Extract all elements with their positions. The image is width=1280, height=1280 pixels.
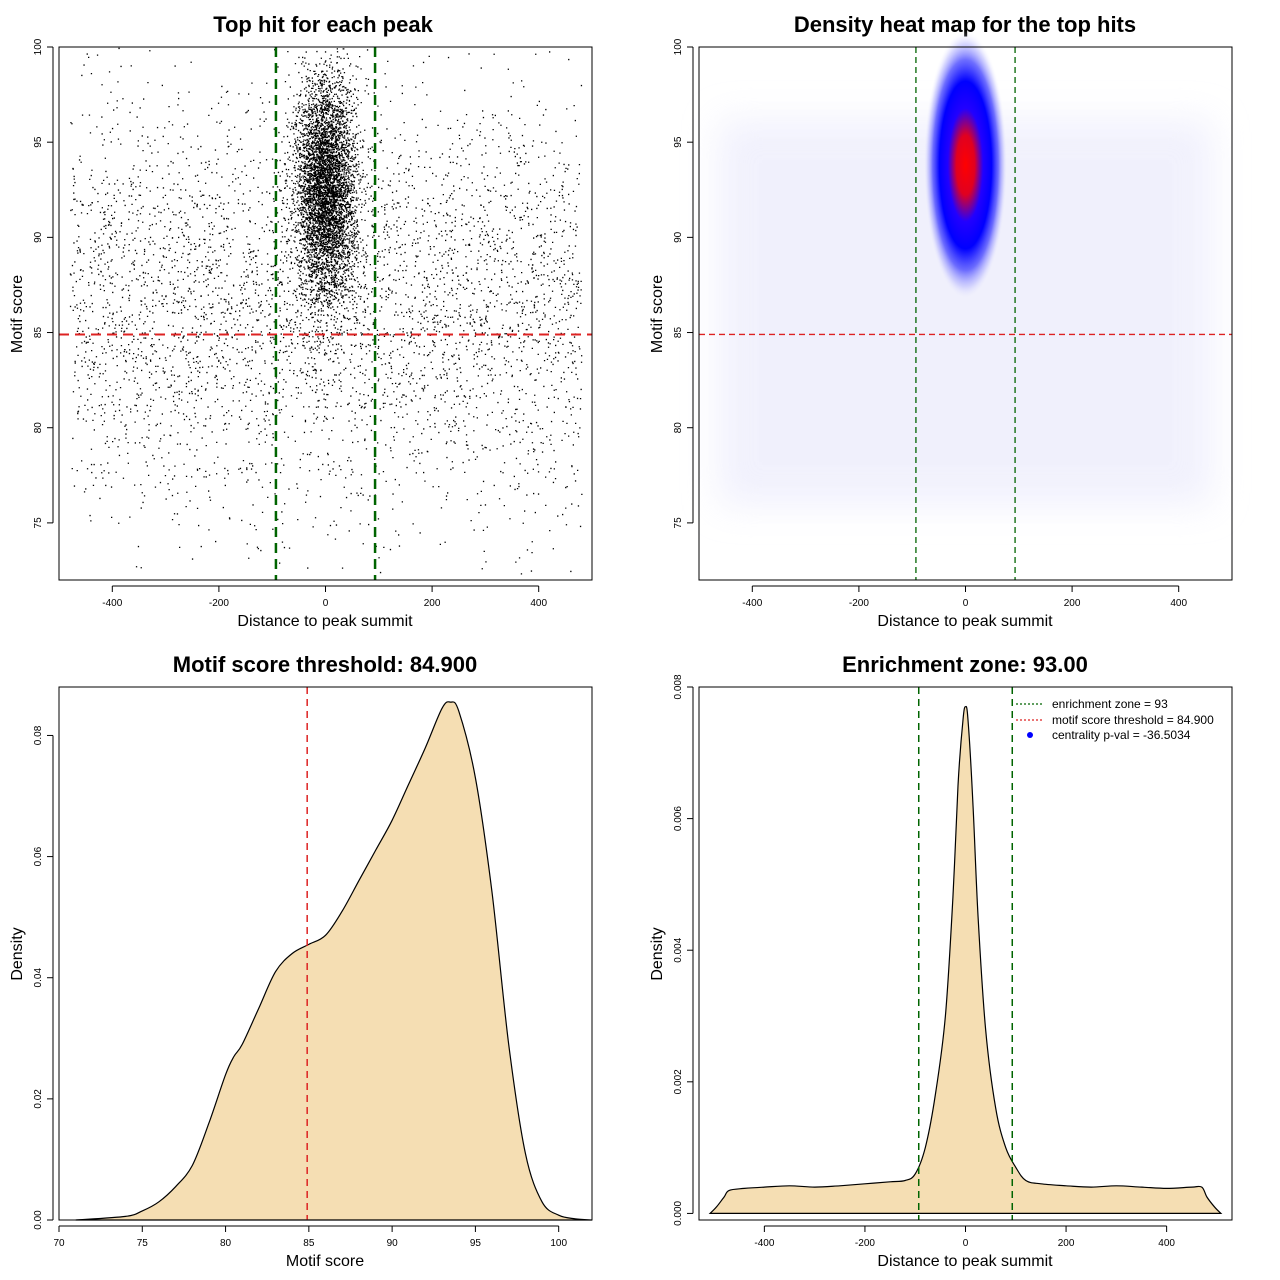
y-tick-label: 90 (33, 231, 44, 243)
score-density-area (75, 701, 593, 1221)
x-tick-label: 100 (550, 1238, 567, 1249)
x-tick-label: -400 (102, 598, 122, 609)
x-tick-label: 70 (53, 1238, 65, 1249)
legend-label-enrichment-zone: enrichment zone = 93 (1052, 697, 1168, 711)
heatmap-plot-area (699, 30, 1232, 580)
y-tick-label: 80 (673, 422, 684, 434)
x-tick-label: -400 (754, 1238, 774, 1249)
score-density-y-axis: 0.00 0.02 0.04 0.06 0.08 (33, 725, 54, 1230)
heatmap-hot-spot (923, 30, 1008, 301)
y-tick-label: 0.008 (673, 674, 684, 699)
x-tick-label: 0 (323, 598, 329, 609)
x-tick-label: 0 (963, 1238, 969, 1249)
score-density-title: Motif score threshold: 84.900 (173, 652, 477, 677)
y-tick-label: 0.000 (673, 1200, 684, 1225)
panel-heatmap: Density heat map for the top hits -400 -2… (649, 12, 1233, 630)
score-density-x-axis: 70 75 80 85 90 95 100 (53, 1225, 567, 1249)
y-tick-label: 0.02 (33, 1089, 44, 1109)
x-tick-label: 400 (1170, 598, 1187, 609)
distance-density-area (708, 705, 1223, 1214)
score-density-frame (58, 686, 593, 1221)
scatter-x-label: Distance to peak summit (237, 613, 413, 630)
distance-density-x-axis: -400 -200 0 200 400 (754, 1225, 1175, 1249)
y-tick-label: 0.06 (33, 846, 44, 866)
y-tick-label: 75 (33, 517, 44, 529)
scatter-point-cloud (69, 47, 583, 575)
scatter-title: Top hit for each peak (213, 12, 433, 37)
distance-density-y-label: Density (649, 927, 666, 980)
legend-label-motif-threshold: motif score threshold = 84.900 (1052, 713, 1214, 727)
x-tick-label: 200 (1064, 598, 1081, 609)
distance-density-y-axis: 0.000 0.002 0.004 0.006 0.008 (673, 674, 694, 1226)
x-tick-label: 400 (530, 598, 547, 609)
x-tick-label: 90 (387, 1238, 399, 1249)
distance-density-frame (698, 686, 1233, 1221)
legend: enrichment zone = 93 motif score thresho… (1016, 697, 1214, 742)
scatter-plot-frame (58, 46, 593, 581)
distance-density-x-label: Distance to peak summit (877, 1253, 1053, 1270)
x-tick-label: 80 (220, 1238, 232, 1249)
x-tick-label: -200 (849, 598, 869, 609)
panel-scatter: Top hit for each peak -400 -200 0 200 400 75… (9, 12, 593, 630)
y-tick-label: 75 (673, 517, 684, 529)
x-tick-label: 0 (963, 598, 969, 609)
heatmap-x-label: Distance to peak summit (877, 613, 1053, 630)
y-tick-label: 0.00 (33, 1210, 44, 1230)
heatmap-plot-frame (698, 46, 1233, 581)
x-tick-label: 400 (1158, 1238, 1175, 1249)
scatter-plot-area (59, 47, 592, 580)
x-tick-label: 75 (137, 1238, 149, 1249)
y-tick-label: 0.004 (673, 937, 684, 962)
y-tick-label: 100 (33, 38, 44, 55)
heatmap-x-axis: -400 -200 0 200 400 (742, 585, 1187, 609)
scatter-y-label: Motif score (9, 275, 26, 353)
scatter-x-axis: -400 -200 0 200 400 (102, 585, 547, 609)
y-tick-label: 0.002 (673, 1069, 684, 1094)
legend-key-centrality-point (1027, 732, 1033, 738)
panel-distance-density: Enrichment zone: 93.00 -400 -200 0 200 400 0… (649, 652, 1233, 1270)
x-tick-label: -200 (209, 598, 229, 609)
x-tick-label: -200 (855, 1238, 875, 1249)
y-tick-label: 90 (673, 231, 684, 243)
x-tick-label: 200 (424, 598, 441, 609)
y-tick-label: 0.04 (33, 968, 44, 988)
heatmap-y-axis: 75 80 85 90 95 100 (673, 38, 694, 529)
legend-label-centrality: centrality p-val = -36.5034 (1052, 728, 1191, 742)
x-tick-label: 85 (303, 1238, 315, 1249)
x-tick-label: 200 (1058, 1238, 1075, 1249)
scatter-points (69, 47, 583, 575)
x-tick-label: -400 (742, 598, 762, 609)
distance-density-title: Enrichment zone: 93.00 (842, 652, 1088, 677)
y-tick-label: 95 (33, 136, 44, 148)
score-density-x-label: Motif score (286, 1253, 364, 1270)
scatter-y-axis: 75 80 85 90 95 100 (33, 38, 54, 529)
y-tick-label: 0.006 (673, 806, 684, 831)
y-tick-label: 85 (33, 327, 44, 339)
y-tick-label: 85 (673, 327, 684, 339)
y-tick-label: 95 (673, 136, 684, 148)
y-tick-label: 0.08 (33, 725, 44, 745)
heatmap-y-label: Motif score (649, 275, 666, 353)
score-density-y-label: Density (9, 927, 26, 980)
panel-score-density: Motif score threshold: 84.900 70 75 80 85 90… (9, 652, 593, 1270)
y-tick-label: 100 (673, 38, 684, 55)
y-tick-label: 80 (33, 422, 44, 434)
x-tick-label: 95 (470, 1238, 482, 1249)
